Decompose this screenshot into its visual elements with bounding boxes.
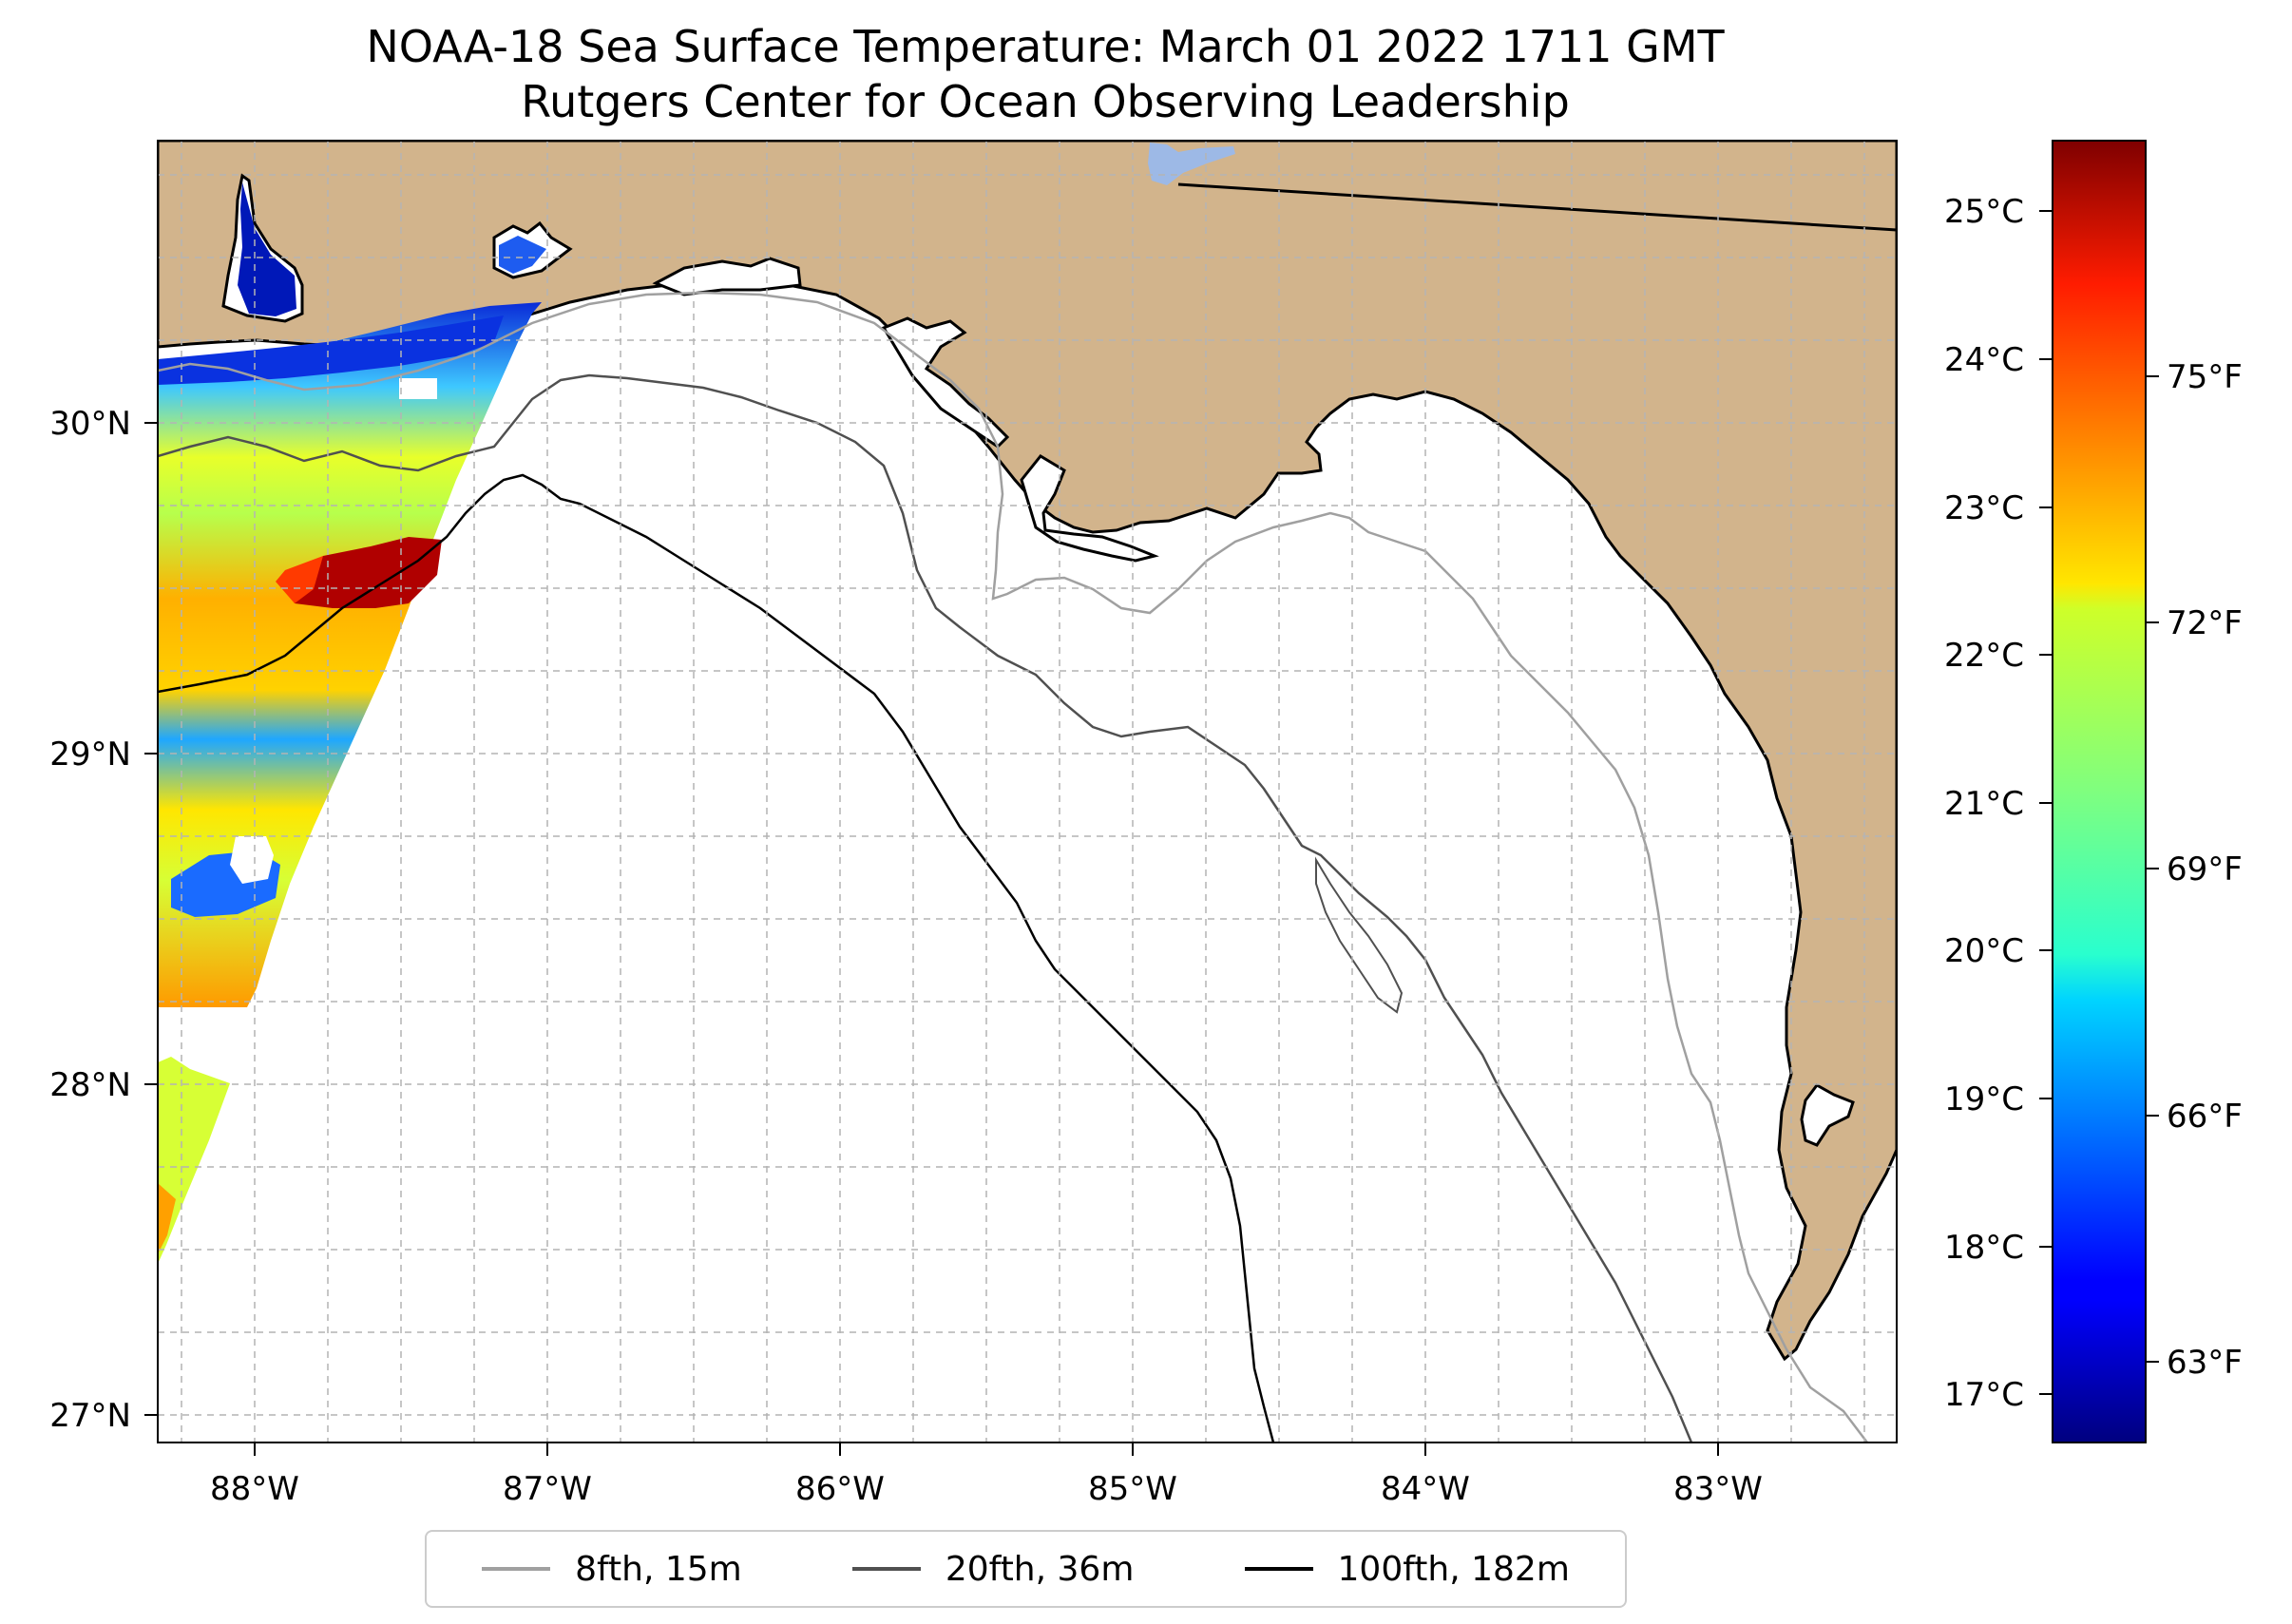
choctawhatchee-bay <box>652 257 802 296</box>
legend-swatch <box>851 1567 921 1571</box>
legend-label: 100fth, 182m <box>1337 1549 1570 1589</box>
gridlines <box>158 141 1897 1442</box>
legend-label: 20fth, 36m <box>945 1549 1135 1589</box>
cool-patch-north <box>158 315 504 385</box>
axis-ticks <box>144 422 1719 1456</box>
lon-tick-label: 86°W <box>795 1470 885 1508</box>
sst-swath <box>158 302 542 1007</box>
st-andrew-bay <box>881 316 1010 449</box>
lon-tick-label: 87°W <box>503 1470 592 1508</box>
celsius-tick-label: 23°C <box>1944 489 2024 527</box>
isobath-8fth <box>158 291 1868 1442</box>
lat-tick-label: 28°N <box>49 1066 131 1104</box>
cloud-gap <box>230 836 274 884</box>
legend-item-8fth: 8fth, 15m <box>482 1550 742 1589</box>
legend-swatch <box>1244 1567 1313 1571</box>
legend-item-20fth: 20fth, 36m <box>851 1549 1135 1589</box>
celsius-tick-label: 22°C <box>1944 637 2024 675</box>
legend-item-100fth: 100fth, 182m <box>1244 1549 1570 1589</box>
chart-subtitle: Rutgers Center for Ocean Observing Leade… <box>521 76 1570 127</box>
lon-tick-label: 85°W <box>1088 1470 1177 1508</box>
celsius-tick-label: 24°C <box>1944 341 2024 379</box>
sst-swath-south <box>158 1057 230 1264</box>
lake <box>1148 143 1235 185</box>
lon-tick-label: 88°W <box>210 1470 299 1508</box>
celsius-tick-label: 20°C <box>1944 932 2024 970</box>
legend-label: 8fth, 15m <box>575 1549 742 1589</box>
fahrenheit-tick-label: 66°F <box>2167 1098 2243 1136</box>
mobile-bay-sst <box>238 182 296 316</box>
warm-patch-edge <box>276 556 323 603</box>
isobath-20fth-shoal <box>1315 856 1404 1014</box>
celsius-tick-label: 25°C <box>1944 193 2024 231</box>
lat-tick-label: 27°N <box>49 1397 131 1435</box>
cloud-gap <box>399 378 437 399</box>
fahrenheit-tick-label: 75°F <box>2167 358 2243 396</box>
apalachicola-bay <box>1020 454 1159 563</box>
celsius-tick-label: 18°C <box>1944 1229 2024 1267</box>
state-boundary <box>1177 182 1897 232</box>
pensacola-bay-sst <box>499 236 546 274</box>
map-frame <box>157 140 1898 1443</box>
fahrenheit-tick-label: 63°F <box>2167 1344 2243 1382</box>
colorbar <box>2052 140 2147 1443</box>
warm-patch <box>285 537 442 608</box>
fahrenheit-tick-label: 72°F <box>2167 604 2243 642</box>
tampa-bay <box>1800 1083 1855 1147</box>
fahrenheit-tick-label: 69°F <box>2167 850 2243 888</box>
isobath-20fth <box>158 373 1693 1442</box>
sst-swath-south-warm <box>158 1183 176 1254</box>
celsius-tick-label: 21°C <box>1944 785 2024 823</box>
celsius-tick-label: 17°C <box>1944 1376 2024 1414</box>
isobath-legend: 8fth, 15m 20fth, 36m 100fth, 182m <box>425 1530 1627 1608</box>
lon-tick-label: 84°W <box>1381 1470 1470 1508</box>
celsius-tick-label: 19°C <box>1944 1080 2024 1118</box>
legend-swatch <box>482 1567 551 1571</box>
lon-tick-label: 83°W <box>1673 1470 1763 1508</box>
isobath-100fth <box>158 473 1275 1442</box>
lat-tick-label: 30°N <box>49 405 131 443</box>
chart-title: NOAA-18 Sea Surface Temperature: March 0… <box>366 21 1725 72</box>
colorbar-ticks <box>2039 210 2159 1395</box>
lat-tick-label: 29°N <box>49 736 131 774</box>
